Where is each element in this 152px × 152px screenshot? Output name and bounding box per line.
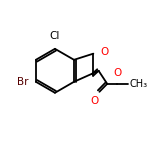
Text: O: O: [100, 47, 109, 57]
Text: O: O: [113, 68, 122, 78]
Text: CH₃: CH₃: [129, 79, 147, 89]
Text: O: O: [90, 96, 98, 106]
Text: Cl: Cl: [50, 31, 60, 41]
Text: Br: Br: [17, 77, 29, 87]
